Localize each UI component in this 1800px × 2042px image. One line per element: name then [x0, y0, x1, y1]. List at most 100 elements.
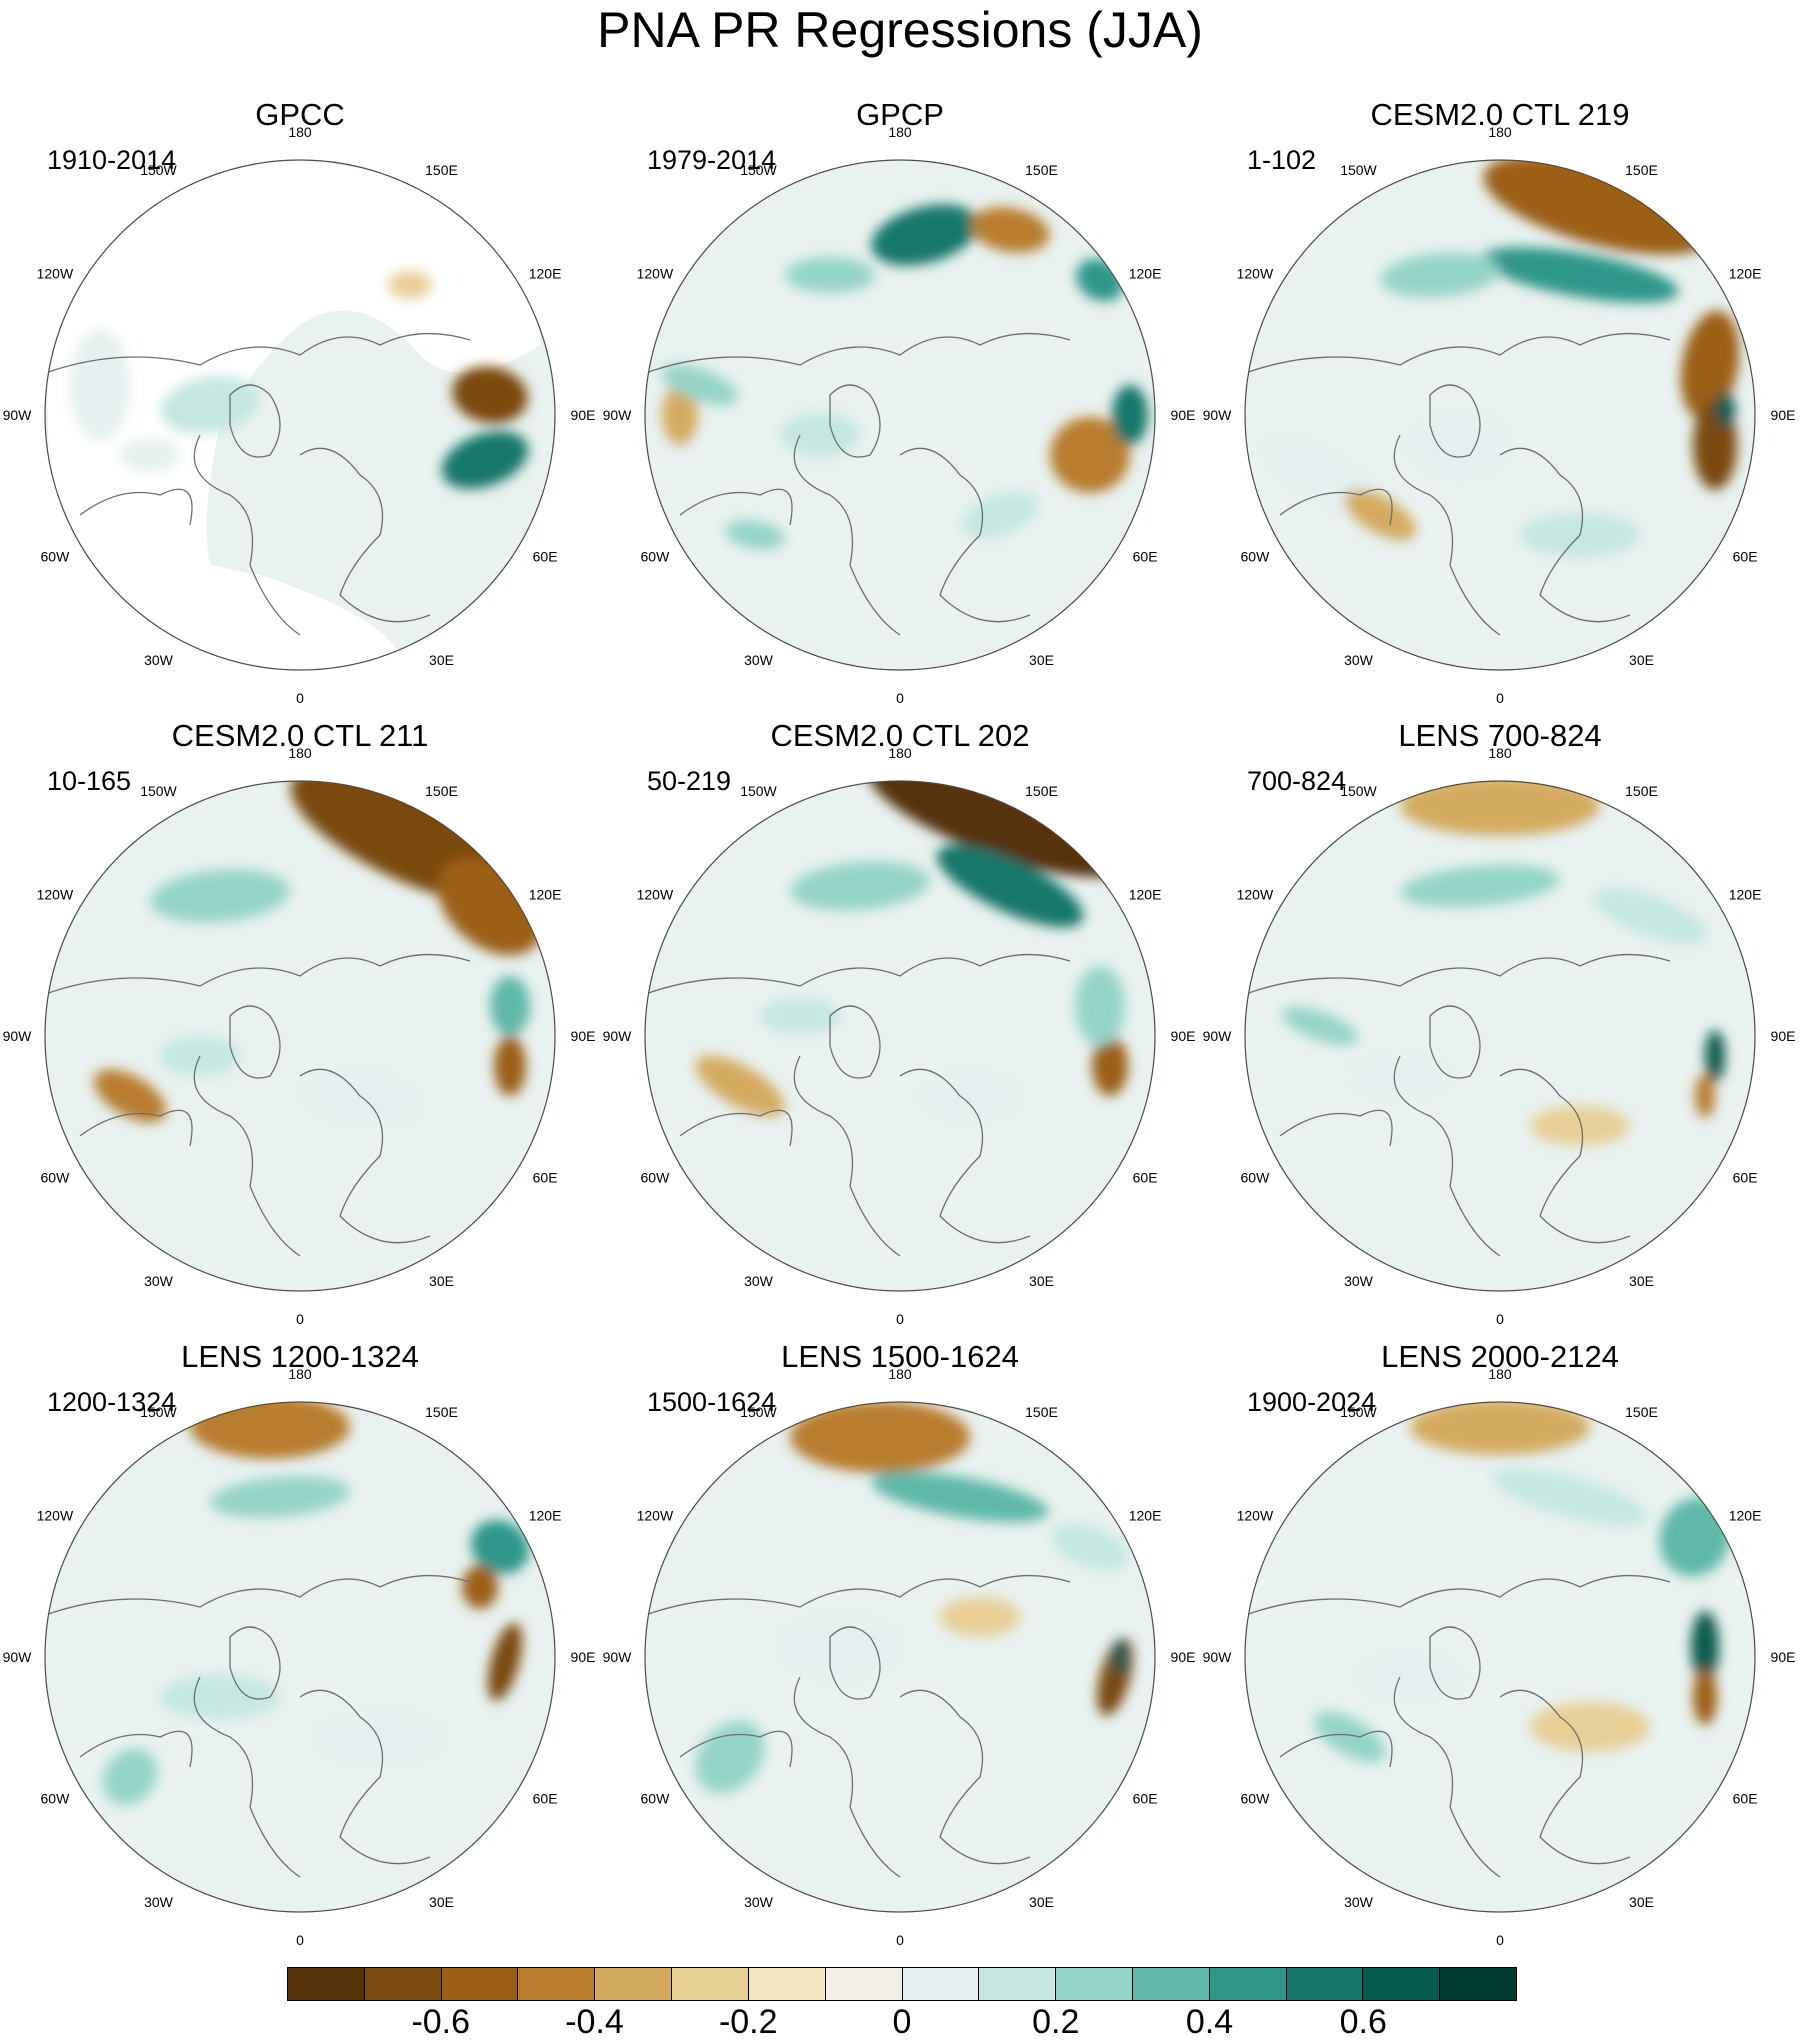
map-panel: LENS 700-824 180 150E 120E 90E 60E 30E 0 30W 60W 9… [1200, 716, 1800, 1336]
polar-map: 180 150E 120E 90E 60E 30E 0 30W 60W 90W 120W 150W [1203, 1366, 1796, 1948]
anomaly-patch [780, 1617, 900, 1677]
longitude-label: 0 [1496, 1932, 1504, 1948]
polar-map: 180 150E 120E 90E 60E 30E 0 30W 60W 90W 120W 150W [603, 124, 1196, 706]
anomaly-patch [1705, 1030, 1725, 1082]
map-rim [44, 1401, 556, 1913]
map-background [1245, 1402, 1755, 1912]
longitude-label: 150W [1340, 783, 1377, 799]
colorbar-tick-label: 0 [892, 2003, 912, 2041]
longitude-label: 150W [740, 162, 777, 178]
coastline [793, 1676, 901, 1878]
longitude-label: 60W [641, 1791, 671, 1807]
polar-map: 180 150E 120E 90E 60E 30E 0 30W 60W 90W 120W 150W [3, 1366, 596, 1948]
panel-period: 1910-2014 [47, 145, 177, 175]
map-rim [1244, 1401, 1756, 1913]
coastline [1245, 332, 1671, 376]
panel-period: 1-102 [1247, 145, 1317, 175]
map-panel: CESM2.0 CTL 211 180 150E 120E 90E 60E 30E 0 30W 6… [0, 716, 600, 1336]
colorbar-swatch [364, 1968, 442, 2000]
panel-period: 1200-1324 [47, 1387, 177, 1417]
coastline [79, 1109, 193, 1147]
longitude-label: 60E [1133, 1791, 1158, 1807]
anomaly-patch [1715, 392, 1735, 428]
longitude-label: 30E [429, 652, 454, 668]
anomaly-patch [1282, 1007, 1358, 1045]
anomaly-patch [936, 844, 1084, 928]
coastline [829, 1005, 881, 1079]
longitude-label: 120W [1237, 887, 1274, 903]
anomaly-patch [1051, 1523, 1129, 1571]
longitude-label: 60E [1133, 549, 1158, 565]
longitude-label: 120W [1237, 1508, 1274, 1524]
longitude-label: 90W [603, 1649, 633, 1665]
map-panel: GPCP 180 150E 120E 90E 60E 30E 0 30W 60W 90W 120W 15… [600, 95, 1200, 715]
longitude-label: 180 [1488, 1366, 1512, 1382]
longitude-label: 60E [1133, 1170, 1158, 1186]
colorbar-tick-label: 0.2 [1032, 2003, 1080, 2041]
anomaly-patch [210, 1476, 350, 1518]
figure-title: PNA PR Regressions (JJA) [597, 2, 1203, 58]
colorbar [287, 1967, 1517, 2001]
map-panel: GPCC 180 150E 120E 90E 60E 30E 0 30W 60W 90W 120W 15… [0, 95, 600, 715]
anomaly-patch [494, 1036, 526, 1096]
anomaly-patch [940, 1597, 1020, 1637]
longitude-label: 60W [1241, 549, 1271, 565]
anomaly-patch [320, 1712, 440, 1762]
longitude-label: 150E [1025, 783, 1058, 799]
longitude-label: 30E [1629, 652, 1654, 668]
longitude-label: 120E [529, 1508, 562, 1524]
longitude-label: 120E [1129, 887, 1162, 903]
colorbar-swatch [1056, 1968, 1133, 2000]
panel-period: 1500-1624 [647, 1387, 777, 1417]
coastline [1499, 447, 1631, 623]
longitude-label: 180 [888, 1366, 912, 1382]
longitude-label: 30W [1344, 1894, 1374, 1910]
coastline [679, 488, 793, 526]
anomaly-patch [1400, 864, 1560, 908]
coastline [645, 1574, 1071, 1618]
longitude-label: 60W [41, 1791, 71, 1807]
longitude-label: 120E [1729, 1508, 1762, 1524]
coastline [679, 1730, 793, 1768]
map-rim [644, 780, 1156, 1292]
panel-period: 1900-2024 [1247, 1387, 1377, 1417]
anomaly-patch [441, 431, 529, 489]
polar-map: 180 150E 120E 90E 60E 30E 0 30W 60W 90W 120W 150W [1203, 745, 1796, 1327]
coastline [229, 1005, 281, 1079]
anomaly-patch [1410, 1402, 1590, 1455]
longitude-label: 150E [425, 1404, 458, 1420]
coastline [229, 1626, 281, 1700]
longitude-label: 60W [641, 549, 671, 565]
longitude-label: 90E [571, 407, 596, 423]
anomaly-patch [760, 998, 840, 1034]
longitude-label: 60W [641, 1170, 671, 1186]
panel-period: 50-219 [647, 766, 732, 796]
longitude-label: 0 [296, 1311, 304, 1327]
colorbar-swatch [595, 1968, 673, 2000]
polar-map: 180 150E 120E 90E 60E 30E 0 30W 60W 90W 120W 150W [603, 745, 1196, 1327]
colorbar-swatch [979, 1968, 1057, 2000]
panel-title: LENS 2000-2124 [1381, 1339, 1619, 1374]
panel-title: LENS 700-824 [1398, 718, 1602, 753]
colorbar-swatch [518, 1968, 596, 2000]
anomaly-patch [1314, 1711, 1386, 1763]
longitude-label: 120W [37, 887, 74, 903]
colorbar-tick-label: -0.4 [565, 2003, 624, 2041]
longitude-label: 150W [1340, 162, 1377, 178]
anomaly-patch [1530, 1702, 1650, 1752]
anomaly-patch [1483, 160, 1717, 255]
longitude-label: 90W [3, 1649, 33, 1665]
anomaly-patch [462, 1565, 498, 1609]
colorbar-swatch [1132, 1968, 1210, 2000]
longitude-label: 150E [1025, 162, 1058, 178]
anomaly-patch [1050, 417, 1130, 493]
coastline [1393, 1055, 1501, 1257]
colorbar-swatch [1363, 1968, 1441, 2000]
map-background [645, 1402, 1155, 1912]
coastline [899, 1068, 1031, 1244]
coastline [1499, 1689, 1631, 1865]
panel-title: CESM2.0 CTL 219 [1370, 97, 1630, 132]
polar-map: 180 150E 120E 90E 60E 30E 0 30W 60W 90W 120W 150W [3, 745, 596, 1327]
longitude-label: 30E [1029, 652, 1054, 668]
longitude-label: 150E [1625, 1404, 1658, 1420]
